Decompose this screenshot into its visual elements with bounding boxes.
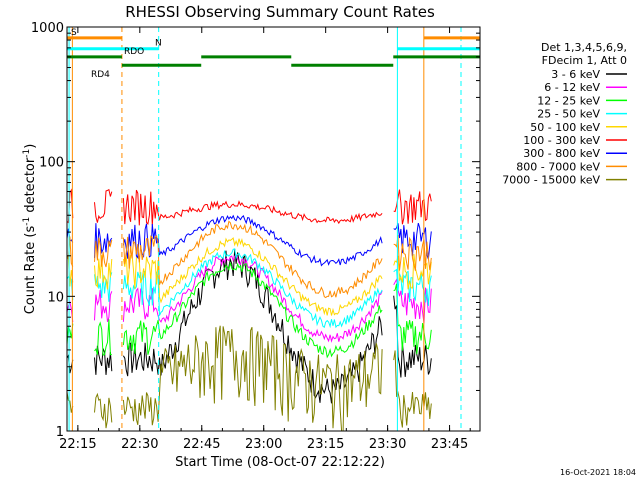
- x-tick-label-0: 22:15: [59, 437, 96, 452]
- series-7: [66, 220, 432, 299]
- y-tick-label-2: 100: [39, 156, 64, 171]
- y-axis-label-sup2: -1: [22, 149, 32, 158]
- legend-label-1: 6 - 12 keV: [544, 81, 600, 94]
- legend-header-1: Det 1,3,4,5,6,9,: [541, 41, 627, 54]
- series-line-2-0: [66, 323, 74, 345]
- series-line-5-1: [94, 188, 113, 223]
- series-line-8-2: [122, 325, 383, 432]
- legend: Det 1,3,4,5,6,9, FDecim 1, Att 0 3 - 6 k…: [502, 41, 627, 187]
- series-line-5-0: [66, 188, 74, 224]
- plot-frame: [66, 26, 481, 432]
- flag-label-3: RD4: [91, 70, 110, 80]
- series-line-7-0: [66, 236, 74, 267]
- series-line-0-0: [66, 353, 74, 374]
- series-line-2-2: [122, 262, 383, 359]
- y-tick-label-0: 1: [56, 425, 64, 440]
- series-line-8-0: [66, 392, 74, 413]
- series-line-7-1: [94, 237, 113, 268]
- legend-label-0: 3 - 6 keV: [551, 68, 600, 81]
- y-axis-label-main: Count Rate (s: [23, 226, 38, 315]
- legend-label-4: 50 - 100 keV: [530, 121, 600, 134]
- series-line-3-2: [122, 248, 383, 329]
- flag-label-2: RDO: [124, 47, 144, 57]
- series-line-2-1: [94, 319, 112, 356]
- plot-area: S N RDO RD4: [66, 27, 480, 432]
- series-5: [66, 188, 432, 226]
- y-tick-label-3: 1000: [31, 21, 64, 36]
- series-line-5-2: [122, 189, 383, 226]
- legend-header-2: FDecim 1, Att 0: [542, 54, 627, 67]
- series-line-4-2: [122, 237, 383, 316]
- series-line-2-3: [393, 283, 432, 355]
- series-6: [66, 214, 432, 267]
- x-tick-label-5: 23:30: [369, 437, 406, 452]
- x-tick-label-6: 23:45: [431, 437, 468, 452]
- series-2: [66, 262, 432, 359]
- timestamp: 16-Oct-2021 18:04: [560, 468, 636, 477]
- flag-label-1: N: [155, 39, 162, 49]
- x-tick-label-2: 22:45: [183, 437, 220, 452]
- legend-label-8: 7000 - 15000 keV: [502, 174, 600, 187]
- x-tick-label-4: 23:15: [307, 437, 344, 452]
- series-line-1-1: [94, 289, 113, 322]
- flag-label-0: S: [71, 28, 77, 38]
- series-line-7-2: [122, 220, 383, 299]
- legend-label-7: 800 - 7000 keV: [516, 160, 600, 173]
- x-tick-label-3: 23:00: [245, 437, 282, 452]
- x-tick-label-1: 22:30: [121, 437, 158, 452]
- legend-label-3: 25 - 50 keV: [537, 108, 600, 121]
- series-line-0-3: [393, 295, 432, 378]
- y-axis: 1 10 100 1000: [31, 21, 480, 440]
- series-line-1-2: [122, 254, 383, 343]
- series-line-5-3: [393, 189, 432, 225]
- legend-label-5: 100 - 300 keV: [523, 134, 600, 147]
- y-axis-label-sup1: -1: [22, 217, 32, 226]
- x-axis: 22:15 22:30 22:45 23:00 23:15 23:30 23:45: [59, 27, 471, 452]
- series-line-4-1: [94, 255, 113, 290]
- legend-label-2: 12 - 25 keV: [537, 94, 600, 107]
- y-axis-label-mid: detector: [23, 157, 38, 217]
- series-line-6-2: [122, 214, 383, 267]
- y-tick-label-1: 10: [47, 290, 64, 305]
- chart-title: RHESSI Observing Summary Count Rates: [125, 3, 435, 21]
- series-line-7-3: [393, 235, 432, 271]
- series-line-8-1: [94, 392, 113, 429]
- legend-label-6: 300 - 800 keV: [523, 147, 600, 160]
- series-8: [66, 325, 432, 432]
- y-axis-label: Count Rate (s-1 detector-1): [22, 144, 38, 315]
- x-axis-label: Start Time (08-Oct-07 22:12:22): [175, 455, 385, 470]
- series-line-8-3: [393, 350, 432, 428]
- y-axis-label-end: ): [23, 144, 38, 149]
